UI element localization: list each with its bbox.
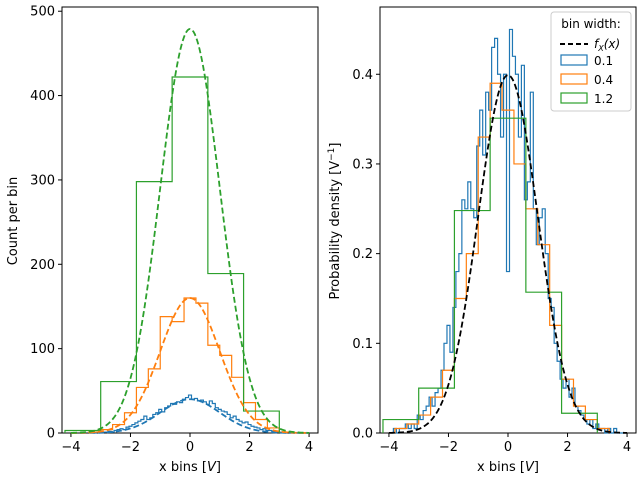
left-x-tick-label: 0 <box>186 440 194 455</box>
right-hist-bw-1.2 <box>382 117 598 433</box>
legend-swatch-0.1 <box>560 54 588 66</box>
legend-swatch-0.4 <box>560 73 588 85</box>
left-pdf-curve <box>70 398 310 434</box>
right-x-tick-label: −4 <box>379 440 398 455</box>
left-x-tick-label: 4 <box>305 440 313 455</box>
right-x-tick-label: −2 <box>439 440 458 455</box>
right-y-axis-label: Probability density [V−1] <box>327 143 343 300</box>
left-y-axis-label: Count per bin <box>6 177 21 266</box>
legend-entry-1.2: 1.2 <box>594 92 613 106</box>
right-y-tick-label: 0.2 <box>352 247 373 262</box>
left-y-tick-label: 300 <box>30 173 55 188</box>
legend-entry-0.4: 0.4 <box>594 73 613 87</box>
right-y-tick-label: 0.0 <box>352 427 373 442</box>
left-hist-bw-0.4 <box>88 297 292 433</box>
right-y-tick-label: 0.3 <box>352 157 373 172</box>
right-hist-bw-0.4 <box>394 82 610 433</box>
legend-swatch-1.2 <box>560 92 588 104</box>
left-chart: −4 −2 0 2 4 0 100 200 300 400 500 <box>30 5 319 455</box>
left-x-axis-label: x bins [V] <box>159 460 221 475</box>
left-x-tick-label: 2 <box>245 440 253 455</box>
left-y-tick-label: 200 <box>30 258 55 273</box>
left-pdf-curve <box>70 297 310 434</box>
legend-frame <box>550 11 632 112</box>
legend-entry-0.1: 0.1 <box>594 54 613 68</box>
right-chart: −4 −2 0 2 4 0.0 0.1 0.2 0.3 0.4 <box>352 6 637 455</box>
right-pdf-curve <box>388 74 628 434</box>
left-y-tick-label: 100 <box>30 342 55 357</box>
left-x-tick-label: −2 <box>121 440 140 455</box>
left-x-tick-label: −4 <box>61 440 80 455</box>
left-y-tick-label: 400 <box>30 89 55 104</box>
left-hist-bw-0.1 <box>93 394 287 434</box>
right-y-tick-label: 0.1 <box>352 337 373 352</box>
left-hist-bw-1.2 <box>64 76 280 433</box>
right-x-tick-label: 0 <box>504 440 512 455</box>
left-plot-frame <box>61 6 319 434</box>
legend-entry-pdf: fX(x) <box>594 37 620 53</box>
right-x-axis-label: x bins [V] <box>477 460 539 475</box>
left-y-tick-label: 500 <box>30 5 55 20</box>
right-x-tick-label: 4 <box>623 440 631 455</box>
right-x-tick-label: 2 <box>563 440 571 455</box>
right-y-tick-label: 0.4 <box>352 68 373 83</box>
legend: bin width: fX(x) 0.1 0.4 1.2 <box>550 11 632 112</box>
left-pdf-curve <box>70 27 310 434</box>
left-y-tick-label: 0 <box>47 427 55 442</box>
legend-title: bin width: <box>561 17 621 31</box>
